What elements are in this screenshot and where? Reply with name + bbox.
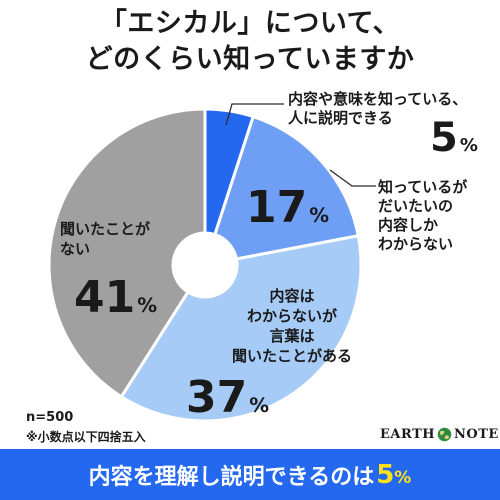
slice-label-line: 内容は xyxy=(269,287,315,305)
data-label-partial-knowledge-slice: 17% xyxy=(246,186,329,230)
data-label-value: 5 xyxy=(430,115,458,161)
data-label-never-heard-slice: 41% xyxy=(74,276,157,320)
data-label-unit: % xyxy=(309,204,330,227)
slice-label-line: 聞いたことが xyxy=(60,220,151,238)
slice-label-line: 言葉は xyxy=(269,327,315,345)
logo-text-right: NOTE xyxy=(454,427,499,442)
slice-label-line: 聞いたことがある xyxy=(231,347,352,365)
banner-value: 5 xyxy=(376,459,395,490)
banner-text: 内容を理解し説明できるのは xyxy=(88,464,375,490)
data-label-value: 41 xyxy=(74,272,136,323)
slice-label-line: 知っているが xyxy=(378,178,468,196)
slice-label-line: 内容や意味を知っている、 xyxy=(288,90,468,108)
data-label-heard-of-slice: 37% xyxy=(186,376,269,420)
slice-label-line: 人に説明できる xyxy=(288,109,393,127)
data-label-value: 17 xyxy=(246,182,308,233)
banner-unit: % xyxy=(394,467,412,488)
data-label-explain-slice: 5% xyxy=(430,118,478,158)
logo-text-left: EARTH xyxy=(380,427,436,442)
data-label-unit: % xyxy=(459,135,478,156)
slice-label-line: だいたいの xyxy=(378,197,454,215)
partial-knowledge-slice xyxy=(212,114,360,261)
slice-label-never-heard-slice: 聞いたことが ない xyxy=(60,219,150,259)
banner-highlight: 5% xyxy=(376,460,411,490)
never-heard-slice xyxy=(47,107,207,399)
slice-label-explain-slice: 内容や意味を知っている、 人に説明できる xyxy=(288,90,467,128)
slice-label-partial-knowledge-slice: 知っているが だいたいの 内容しか わからない xyxy=(378,178,467,254)
slice-label-line: わからない xyxy=(378,235,454,253)
rounding-note: ※小数点以下四捨五入 xyxy=(26,430,146,444)
sample-size: n=500 xyxy=(26,410,74,425)
title-line-2: どのくらい知っていますか xyxy=(85,44,415,75)
slice-label-line: 内容しか xyxy=(378,216,439,234)
slice-label-line: わからないが xyxy=(246,307,337,325)
title-line-1: 「エシカル」について、 xyxy=(99,8,401,39)
data-label-value: 37 xyxy=(186,372,248,423)
slice-label-heard-of-slice: 内容はわからないが 言葉は聞いたことがある xyxy=(217,286,367,366)
chart-title: 「エシカル」について、 どのくらい知っていますか xyxy=(0,6,500,78)
leader-line-partial xyxy=(329,169,376,187)
data-label-unit: % xyxy=(249,394,270,417)
slice-label-line: ない xyxy=(60,240,91,258)
earth-note-logo: EARTH NOTE xyxy=(380,427,499,442)
globe-icon xyxy=(437,427,452,442)
leader-line-explain xyxy=(225,103,284,126)
heard-of-slice xyxy=(119,234,363,423)
summary-banner: 内容を理解し説明できるのは 5% xyxy=(0,449,500,500)
data-label-unit: % xyxy=(137,294,158,317)
